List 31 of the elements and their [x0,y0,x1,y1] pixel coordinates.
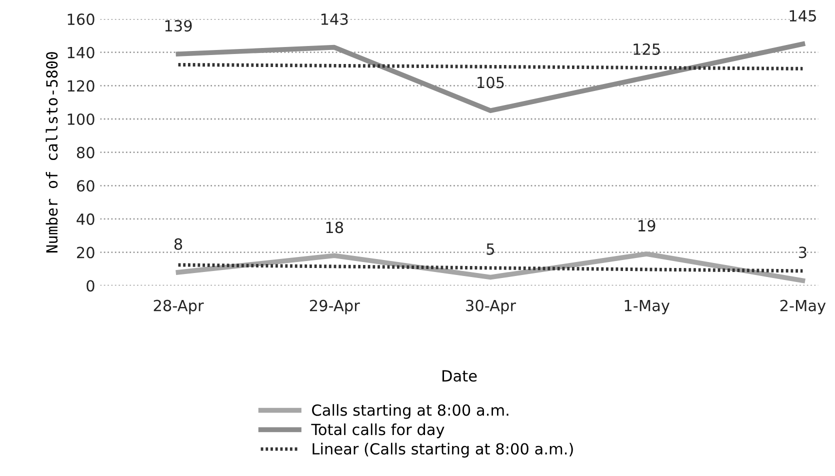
data-label: 139 [165,20,192,32]
y-tick-label: 100 [68,113,94,126]
y-tick-label: 120 [68,80,94,92]
y-tick-label: 160 [68,14,94,26]
x-tick-label: 1-May [624,300,670,314]
data-label: 18 [326,222,344,234]
data-label: 105 [478,76,504,88]
legend-label: Linear (Calls starting at 8:00 a.m.) [312,442,573,458]
y-tick-label: 40 [76,213,94,225]
y-tick-label: 0 [86,280,94,292]
data-label: 5 [486,244,494,255]
data-label: 3 [798,246,806,258]
x-tick-label: 2-May [780,300,826,314]
x-tick-label: 28-Apr [154,300,204,314]
line-series [176,263,804,273]
line-series [176,42,806,114]
x-tick-label: 30-Apr [466,300,516,314]
y-tick-label: 80 [76,146,94,158]
y-tick-label: 60 [76,180,94,192]
legend-label: Total calls for day [311,423,444,438]
data-label: 143 [321,13,348,25]
data-label: 125 [634,43,660,55]
x-tick-label: 29-Apr [310,300,360,314]
y-axis-title: Number of callsto-5800 [46,52,58,252]
legend-label: Calls starting at 8:00 a.m. [312,404,508,419]
y-tick-label: 20 [77,246,94,258]
data-label: 8 [174,238,182,250]
x-axis-title: Date [442,370,477,382]
data-label: 19 [638,220,656,232]
data-label: 145 [790,10,816,22]
y-tick-label: 140 [68,46,94,58]
